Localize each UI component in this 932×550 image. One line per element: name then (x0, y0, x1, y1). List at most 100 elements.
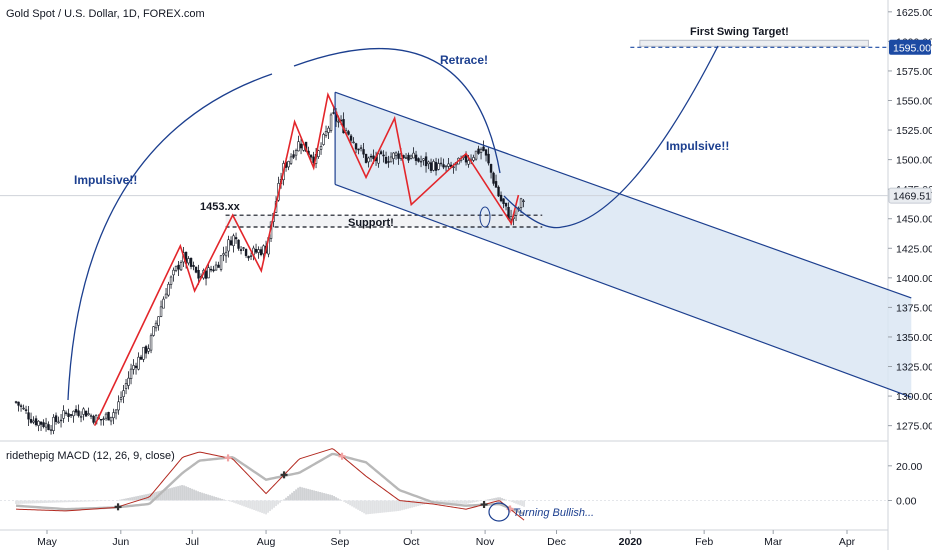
candle-body (84, 410, 88, 417)
candle-body (294, 150, 298, 156)
candle-body (229, 240, 233, 246)
price-tick-label: 1350.00 (896, 332, 932, 344)
candle-body (397, 153, 400, 159)
candle-body (87, 413, 90, 416)
time-tick-label: Jun (112, 536, 129, 548)
candle-body (372, 155, 375, 160)
candle-body (367, 157, 370, 163)
candle-body (434, 162, 438, 171)
candle-body (197, 269, 200, 279)
candle-body (257, 249, 260, 253)
first-swing-target-zone[interactable] (630, 39, 888, 48)
candle-body (289, 156, 293, 164)
price-tick-label: 1450.00 (896, 214, 932, 226)
candle-body (224, 251, 228, 257)
candle-body (467, 160, 470, 165)
candle-body (487, 153, 490, 164)
candle-body (472, 157, 475, 161)
candle-body (129, 368, 133, 379)
candle-body (149, 335, 153, 351)
candle-body (464, 154, 468, 163)
candle-body (47, 424, 50, 430)
candle-body (247, 256, 250, 259)
candle-body (354, 143, 358, 150)
candle-body (429, 162, 433, 171)
candle-body (244, 249, 248, 256)
impulsive-arc-2[interactable] (503, 45, 719, 229)
candle-body (522, 200, 525, 202)
price-tick-label: 1325.00 (896, 362, 932, 374)
candle-body (394, 152, 398, 156)
candle-body (389, 156, 393, 163)
impulsive-label-1: Impulsive!! (74, 173, 137, 187)
candle-body (114, 409, 118, 414)
turning-bullish-marker (488, 502, 510, 522)
candle-body (347, 131, 350, 135)
candle-body (62, 410, 65, 419)
candle-body (127, 377, 130, 386)
candle-body (424, 156, 428, 167)
candle-body (317, 150, 320, 157)
candle-body (474, 150, 478, 160)
retrace-arc[interactable] (293, 47, 501, 174)
candle-body (64, 412, 68, 414)
candle-body (409, 155, 413, 159)
level-1453-label: 1453.xx (200, 201, 241, 213)
candle-body (54, 415, 58, 422)
candle-body (132, 365, 135, 370)
time-axis[interactable]: May Jun Jul Aug Sep Oct Nov Dec 2020 Feb Mar Apr (37, 530, 856, 548)
candle-body (19, 405, 23, 407)
candle-body (484, 149, 488, 156)
candle-body (192, 265, 195, 267)
candle-body (254, 248, 258, 253)
candle-body (49, 429, 53, 431)
candle-body (319, 146, 323, 150)
candle-body (104, 413, 108, 419)
wave-zigzag-line[interactable] (93, 91, 520, 426)
macd-tick-label: 0.00 (896, 496, 917, 508)
candle-body (67, 413, 70, 417)
candle-body (194, 266, 198, 273)
price-tick-label: 1525.00 (896, 125, 932, 137)
price-tick-label: 1300.00 (896, 391, 932, 403)
candle-body (242, 247, 245, 249)
candle-body (159, 306, 163, 317)
candle-body (499, 194, 503, 202)
candle-body (482, 146, 485, 151)
candle-body (382, 154, 385, 157)
current-price-badge-text: 1469.51 (893, 191, 931, 203)
candle-body (27, 412, 30, 420)
candle-body (259, 249, 263, 256)
retrace-label: Retrace! (440, 53, 488, 67)
candle-body (412, 152, 415, 159)
candle-body (147, 348, 150, 352)
candle-body (492, 172, 495, 184)
candle-body (37, 420, 40, 426)
candle-body (432, 161, 435, 171)
candle-body (139, 356, 143, 360)
candle-body (109, 416, 113, 422)
candle-body (519, 198, 523, 208)
candle-body (99, 419, 103, 421)
candle-body (187, 258, 190, 264)
candle-body (102, 418, 105, 420)
channel-lower-line[interactable] (334, 183, 912, 398)
candle-body (329, 114, 333, 131)
support-label: Support! (348, 217, 394, 229)
impulsive-arc-1[interactable] (67, 73, 273, 401)
time-tick-label: 2020 (619, 536, 643, 548)
candle-body (57, 421, 60, 424)
candle-body (157, 316, 160, 326)
support-zone[interactable] (225, 214, 543, 228)
candle-body (324, 131, 328, 136)
candle-body (134, 365, 138, 368)
candle-body (439, 162, 443, 165)
macd-indicator (0, 448, 888, 521)
candle-body (164, 293, 168, 299)
candle-body (379, 151, 383, 155)
candle-body (384, 156, 388, 164)
channel-upper-line[interactable] (334, 91, 912, 299)
candle-body (209, 268, 213, 271)
candle-body (489, 164, 493, 173)
